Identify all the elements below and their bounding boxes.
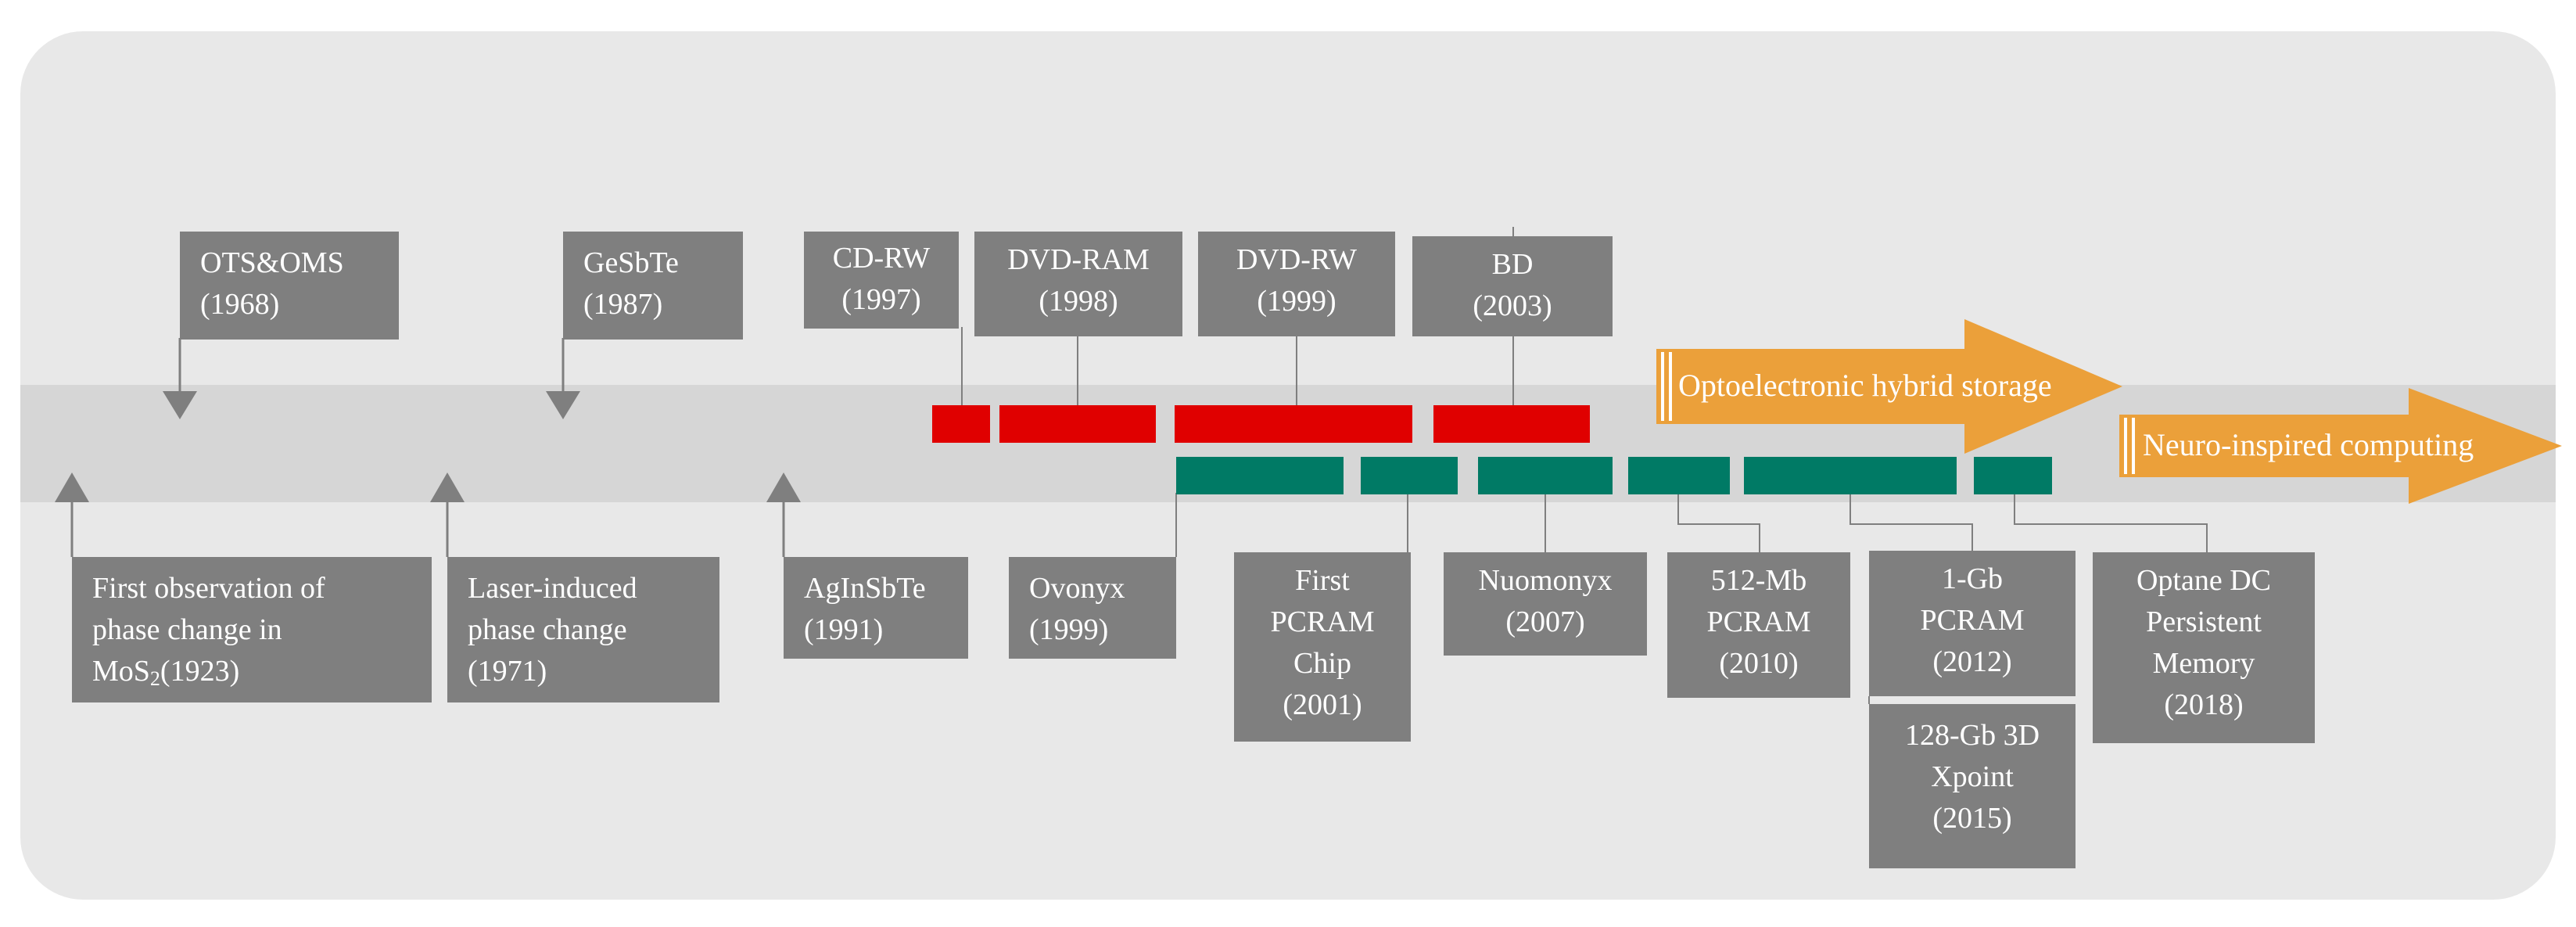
milestone-gesbte-text: GeSbTe (1987) <box>583 246 679 321</box>
green-bar-first-pcram <box>1361 457 1458 494</box>
neuro-arrow <box>2119 388 2562 504</box>
milestone-bd-text: BD (2003) <box>1473 248 1552 322</box>
milestone-dvdram-text: DVD-RAM (1998) <box>1007 243 1150 318</box>
red-bar-bd <box>1433 405 1590 443</box>
milestone-dvdrw: DVD-RW (1999) <box>1198 232 1395 336</box>
milestone-mos2-line1: First observation of <box>92 572 325 605</box>
milestone-nuomonyx: Nuomonyx (2007) <box>1444 552 1647 656</box>
ots-arrowhead <box>163 391 197 419</box>
optoelectronic-arrow-stripe <box>1669 352 1672 421</box>
aginsbte-arrowhead <box>766 472 801 502</box>
red-bar-dvdram <box>999 405 1156 443</box>
red-bar-dvdrw <box>1175 405 1412 443</box>
milestone-xpoint: 128-Gb 3D Xpoint (2015) <box>1869 704 2076 868</box>
milestone-aginsbte: AgInSbTe (1991) <box>784 557 968 659</box>
red-bar-cdrw <box>932 405 990 443</box>
milestone-laser-text: Laser-induced phase change (1971) <box>468 572 637 688</box>
milestone-ots-text: OTS&OMS (1968) <box>200 246 344 321</box>
optane-connector <box>2014 493 2208 552</box>
milestone-ots: OTS&OMS (1968) <box>180 232 399 340</box>
optoelectronic-arrow-stripe <box>1661 352 1664 421</box>
milestone-laser: Laser-induced phase change (1971) <box>447 557 719 702</box>
mos2-year: (1923) <box>160 655 240 688</box>
milestone-gesbte: GeSbTe (1987) <box>563 232 743 340</box>
green-bar-512mb <box>1628 457 1730 494</box>
gesbte-arrowhead <box>546 391 580 419</box>
milestone-optane: Optane DC Persistent Memory (2018) <box>2093 552 2315 743</box>
milestone-dvdram: DVD-RAM (1998) <box>974 232 1182 336</box>
milestone-512mb-text: 512-Mb PCRAM (2010) <box>1706 564 1811 680</box>
green-bar-ovonyx <box>1176 457 1344 494</box>
milestone-cdrw: CD-RW (1997) <box>804 232 959 329</box>
green-bar-1gb <box>1744 457 1957 494</box>
neuro-label: Neuro-inspired computing <box>2143 427 2474 462</box>
milestone-cdrw-text: CD-RW (1997) <box>832 242 931 316</box>
milestone-mos2-line2: phase change in <box>92 613 282 646</box>
milestone-dvdrw-text: DVD-RW (1999) <box>1236 243 1358 318</box>
pcram1gb-connector <box>1849 493 1973 551</box>
milestone-xpoint-text: 128-Gb 3D Xpoint (2015) <box>1904 719 2040 835</box>
green-bar-optane <box>1974 457 2052 494</box>
laser-arrowhead <box>430 472 465 502</box>
milestone-optane-text: Optane DC Persistent Memory (2018) <box>2136 564 2272 721</box>
mos2-subscript: 2 <box>149 667 160 690</box>
milestone-1gb-text: 1-Gb PCRAM (2012) <box>1920 562 2025 678</box>
milestone-ovonyx-text: Ovonyx (1999) <box>1029 572 1125 646</box>
milestone-mos2: First observation of phase change in MoS… <box>72 557 432 702</box>
milestone-nuomonyx-text: Nuomonyx (2007) <box>1478 564 1613 638</box>
pcram512-connector <box>1677 493 1760 552</box>
milestone-aginsbte-text: AgInSbTe (1991) <box>804 572 926 646</box>
milestone-bd: BD (2003) <box>1412 236 1613 336</box>
mos2-arrowhead <box>55 472 89 502</box>
milestone-1gb: 1-Gb PCRAM (2012) <box>1869 551 2076 696</box>
neuro-arrow-stripe <box>2132 418 2135 474</box>
mos2-formula: MoS <box>92 655 150 688</box>
milestone-first-pcram: First PCRAM Chip (2001) <box>1234 552 1411 742</box>
milestone-mos2-line3: MoS2(1923) <box>92 651 432 692</box>
milestone-ovonyx: Ovonyx (1999) <box>1009 557 1176 659</box>
milestone-first-pcram-text: First PCRAM Chip (2001) <box>1270 564 1375 721</box>
green-bar-nuomonyx <box>1478 457 1613 494</box>
neuro-arrow-stripe <box>2124 418 2127 474</box>
optoelectronic-arrow <box>1656 319 2122 454</box>
optoelectronic-label: Optoelectronic hybrid storage <box>1678 368 2052 403</box>
milestone-512mb: 512-Mb PCRAM (2010) <box>1667 552 1850 698</box>
